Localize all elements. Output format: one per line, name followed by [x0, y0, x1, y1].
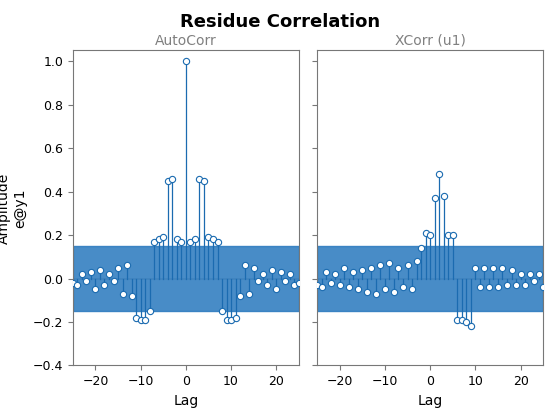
Title: XCorr (u1): XCorr (u1): [395, 34, 465, 48]
X-axis label: Lag: Lag: [418, 394, 443, 408]
Title: AutoCorr: AutoCorr: [155, 34, 217, 48]
Bar: [317, 246, 543, 311]
Text: Residue Correlation: Residue Correlation: [180, 13, 380, 31]
Y-axis label: Amplitude
e@y1: Amplitude e@y1: [0, 172, 27, 244]
Bar: [73, 246, 299, 311]
X-axis label: Lag: Lag: [173, 394, 198, 408]
